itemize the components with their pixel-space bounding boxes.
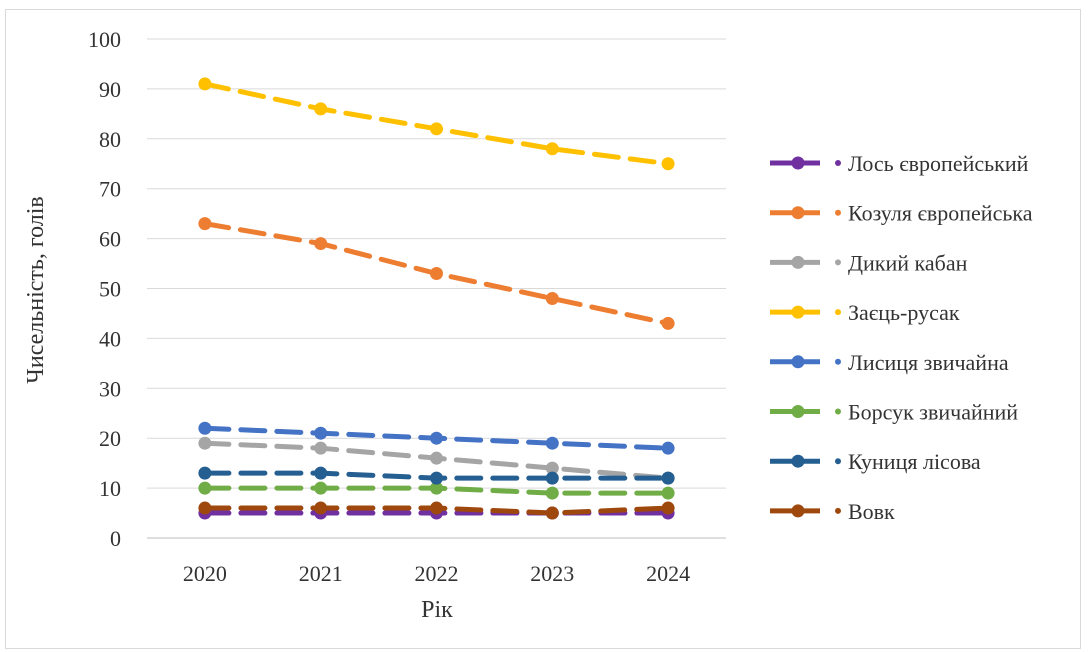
legend-label: Дикий кабан (848, 250, 968, 275)
legend-swatch-dot (835, 259, 841, 266)
x-tick-label: 2022 (415, 561, 459, 586)
y-tick-label: 100 (88, 27, 121, 52)
data-point (661, 316, 675, 330)
data-point (545, 471, 559, 485)
y-tick-label: 70 (99, 177, 121, 202)
data-point (661, 501, 675, 515)
legend-swatch-marker (791, 355, 805, 369)
legend-label: Борсук звичайний (848, 400, 1018, 425)
data-point (545, 506, 559, 520)
y-tick-label: 90 (99, 77, 121, 102)
legend-label: Куниця лісова (848, 449, 981, 474)
legend-label: Козуля європейська (848, 201, 1033, 226)
y-tick-label: 50 (99, 277, 121, 302)
data-point (430, 267, 443, 281)
legend-swatch-marker (791, 305, 805, 319)
x-tick-label: 2024 (646, 561, 690, 586)
legend-label: Заєць-русак (848, 300, 960, 325)
y-tick-label: 20 (99, 426, 121, 451)
data-point (661, 441, 675, 455)
data-point (430, 471, 443, 485)
legend-swatch-marker (791, 255, 805, 269)
y-tick-label: 40 (99, 326, 121, 351)
data-point (314, 481, 328, 495)
y-tick-label: 0 (110, 526, 121, 551)
data-point (661, 157, 675, 171)
legend-label: Вовк (848, 499, 895, 524)
data-point (661, 471, 675, 485)
data-point (198, 77, 212, 91)
legend: Лось європейський Козуля європейська Дикий… (770, 151, 1033, 524)
data-point (198, 481, 212, 495)
data-point (314, 426, 328, 440)
data-point (545, 436, 559, 450)
data-point (545, 461, 559, 475)
x-tick-label: 2021 (299, 561, 343, 586)
y-tick-label: 60 (99, 227, 121, 252)
series-lines (202, 81, 671, 516)
legend-swatch-dot (835, 209, 841, 216)
data-point (430, 481, 443, 495)
legend-label: Лось європейський (848, 151, 1029, 176)
legend-label: Лисиця звичайна (848, 350, 1009, 375)
data-point (198, 501, 212, 515)
data-point (661, 486, 675, 500)
data-point (545, 291, 559, 305)
data-point (430, 122, 443, 136)
y-tick-labels: 0 10 20 30 40 50 60 70 80 90 100 (88, 27, 121, 551)
data-point (314, 102, 328, 116)
data-point (198, 436, 212, 450)
x-tick-label: 2023 (530, 561, 574, 586)
data-point (314, 501, 328, 515)
legend-swatch-dot (835, 507, 841, 514)
data-point (430, 501, 443, 515)
legend-swatch-dot (835, 458, 841, 465)
x-tick-labels: 2020 2021 2022 2023 2024 (183, 561, 690, 586)
legend-swatch-dot (835, 408, 841, 415)
legend-swatch-dot (835, 160, 841, 166)
data-point (545, 142, 559, 156)
y-tick-label: 80 (99, 127, 121, 152)
x-axis-label: Рік (421, 597, 453, 623)
legend-swatch-dot (835, 309, 841, 316)
data-point (198, 421, 212, 435)
data-point (314, 237, 328, 251)
data-point (430, 431, 443, 445)
data-point (545, 486, 559, 500)
data-point (198, 217, 212, 231)
y-axis-label: Чисельність, голів (23, 196, 49, 383)
x-tick-label: 2020 (183, 561, 227, 586)
legend-swatch-marker (791, 454, 805, 468)
legend-swatch-marker (791, 504, 805, 518)
data-point (430, 451, 443, 465)
y-tick-label: 10 (99, 476, 121, 501)
data-point (314, 466, 328, 480)
legend-swatch-marker (791, 156, 805, 170)
chart-frame (5, 9, 1081, 649)
data-point (314, 441, 328, 455)
legend-swatch-marker (791, 405, 805, 418)
series-points (198, 77, 675, 520)
data-point (198, 466, 212, 480)
y-tick-label: 30 (99, 376, 121, 401)
legend-swatch-marker (791, 206, 805, 220)
legend-swatch-dot (835, 358, 841, 365)
